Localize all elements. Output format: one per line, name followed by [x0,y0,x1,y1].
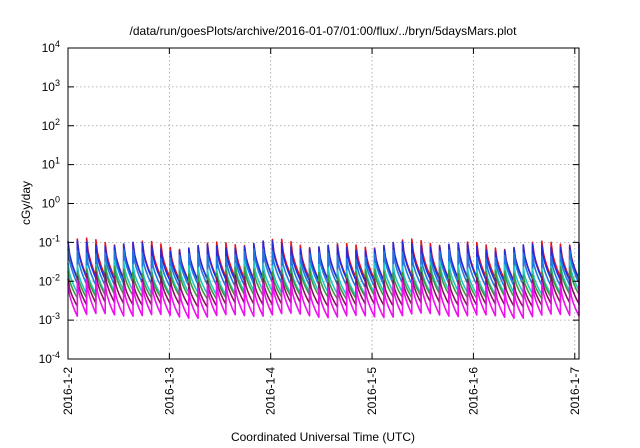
y-tick-label: 104 [42,39,60,55]
x-tick-label: 2016-1-5 [365,367,379,415]
y-tick-label: 10-2 [39,272,60,288]
y-tick-label: 10-4 [39,350,60,366]
y-tick-labels: 10-4 10-3 10-2 10-1 100 101 102 103 104 [39,39,60,366]
x-tick-label: 2016-1-6 [466,367,480,415]
ticks [67,47,579,360]
series-layer [67,237,580,320]
x-tick-label: 2016-1-7 [568,367,582,415]
y-tick-label: 103 [42,78,60,94]
y-tick-label: 10-3 [39,311,60,327]
x-tick-label: 2016-1-2 [61,367,75,415]
y-tick-label: 102 [42,117,60,133]
series-line [67,278,580,320]
x-tick-label: 2016-1-3 [162,367,176,415]
x-tick-label: 2016-1-4 [264,367,278,415]
x-tick-labels: 2016-1-2 2016-1-3 2016-1-4 2016-1-5 2016-1-6… [61,367,582,415]
series-line [67,239,580,284]
chart-title: /data/run/goesPlots/archive/2016-01-07/0… [130,24,518,38]
y-tick-label: 101 [42,156,60,172]
y-tick-label: 100 [42,195,60,211]
x-axis-label: Coordinated Universal Time (UTC) [231,430,415,444]
y-tick-label: 10-1 [39,233,60,249]
y-axis-label: cGy/day [19,181,33,225]
